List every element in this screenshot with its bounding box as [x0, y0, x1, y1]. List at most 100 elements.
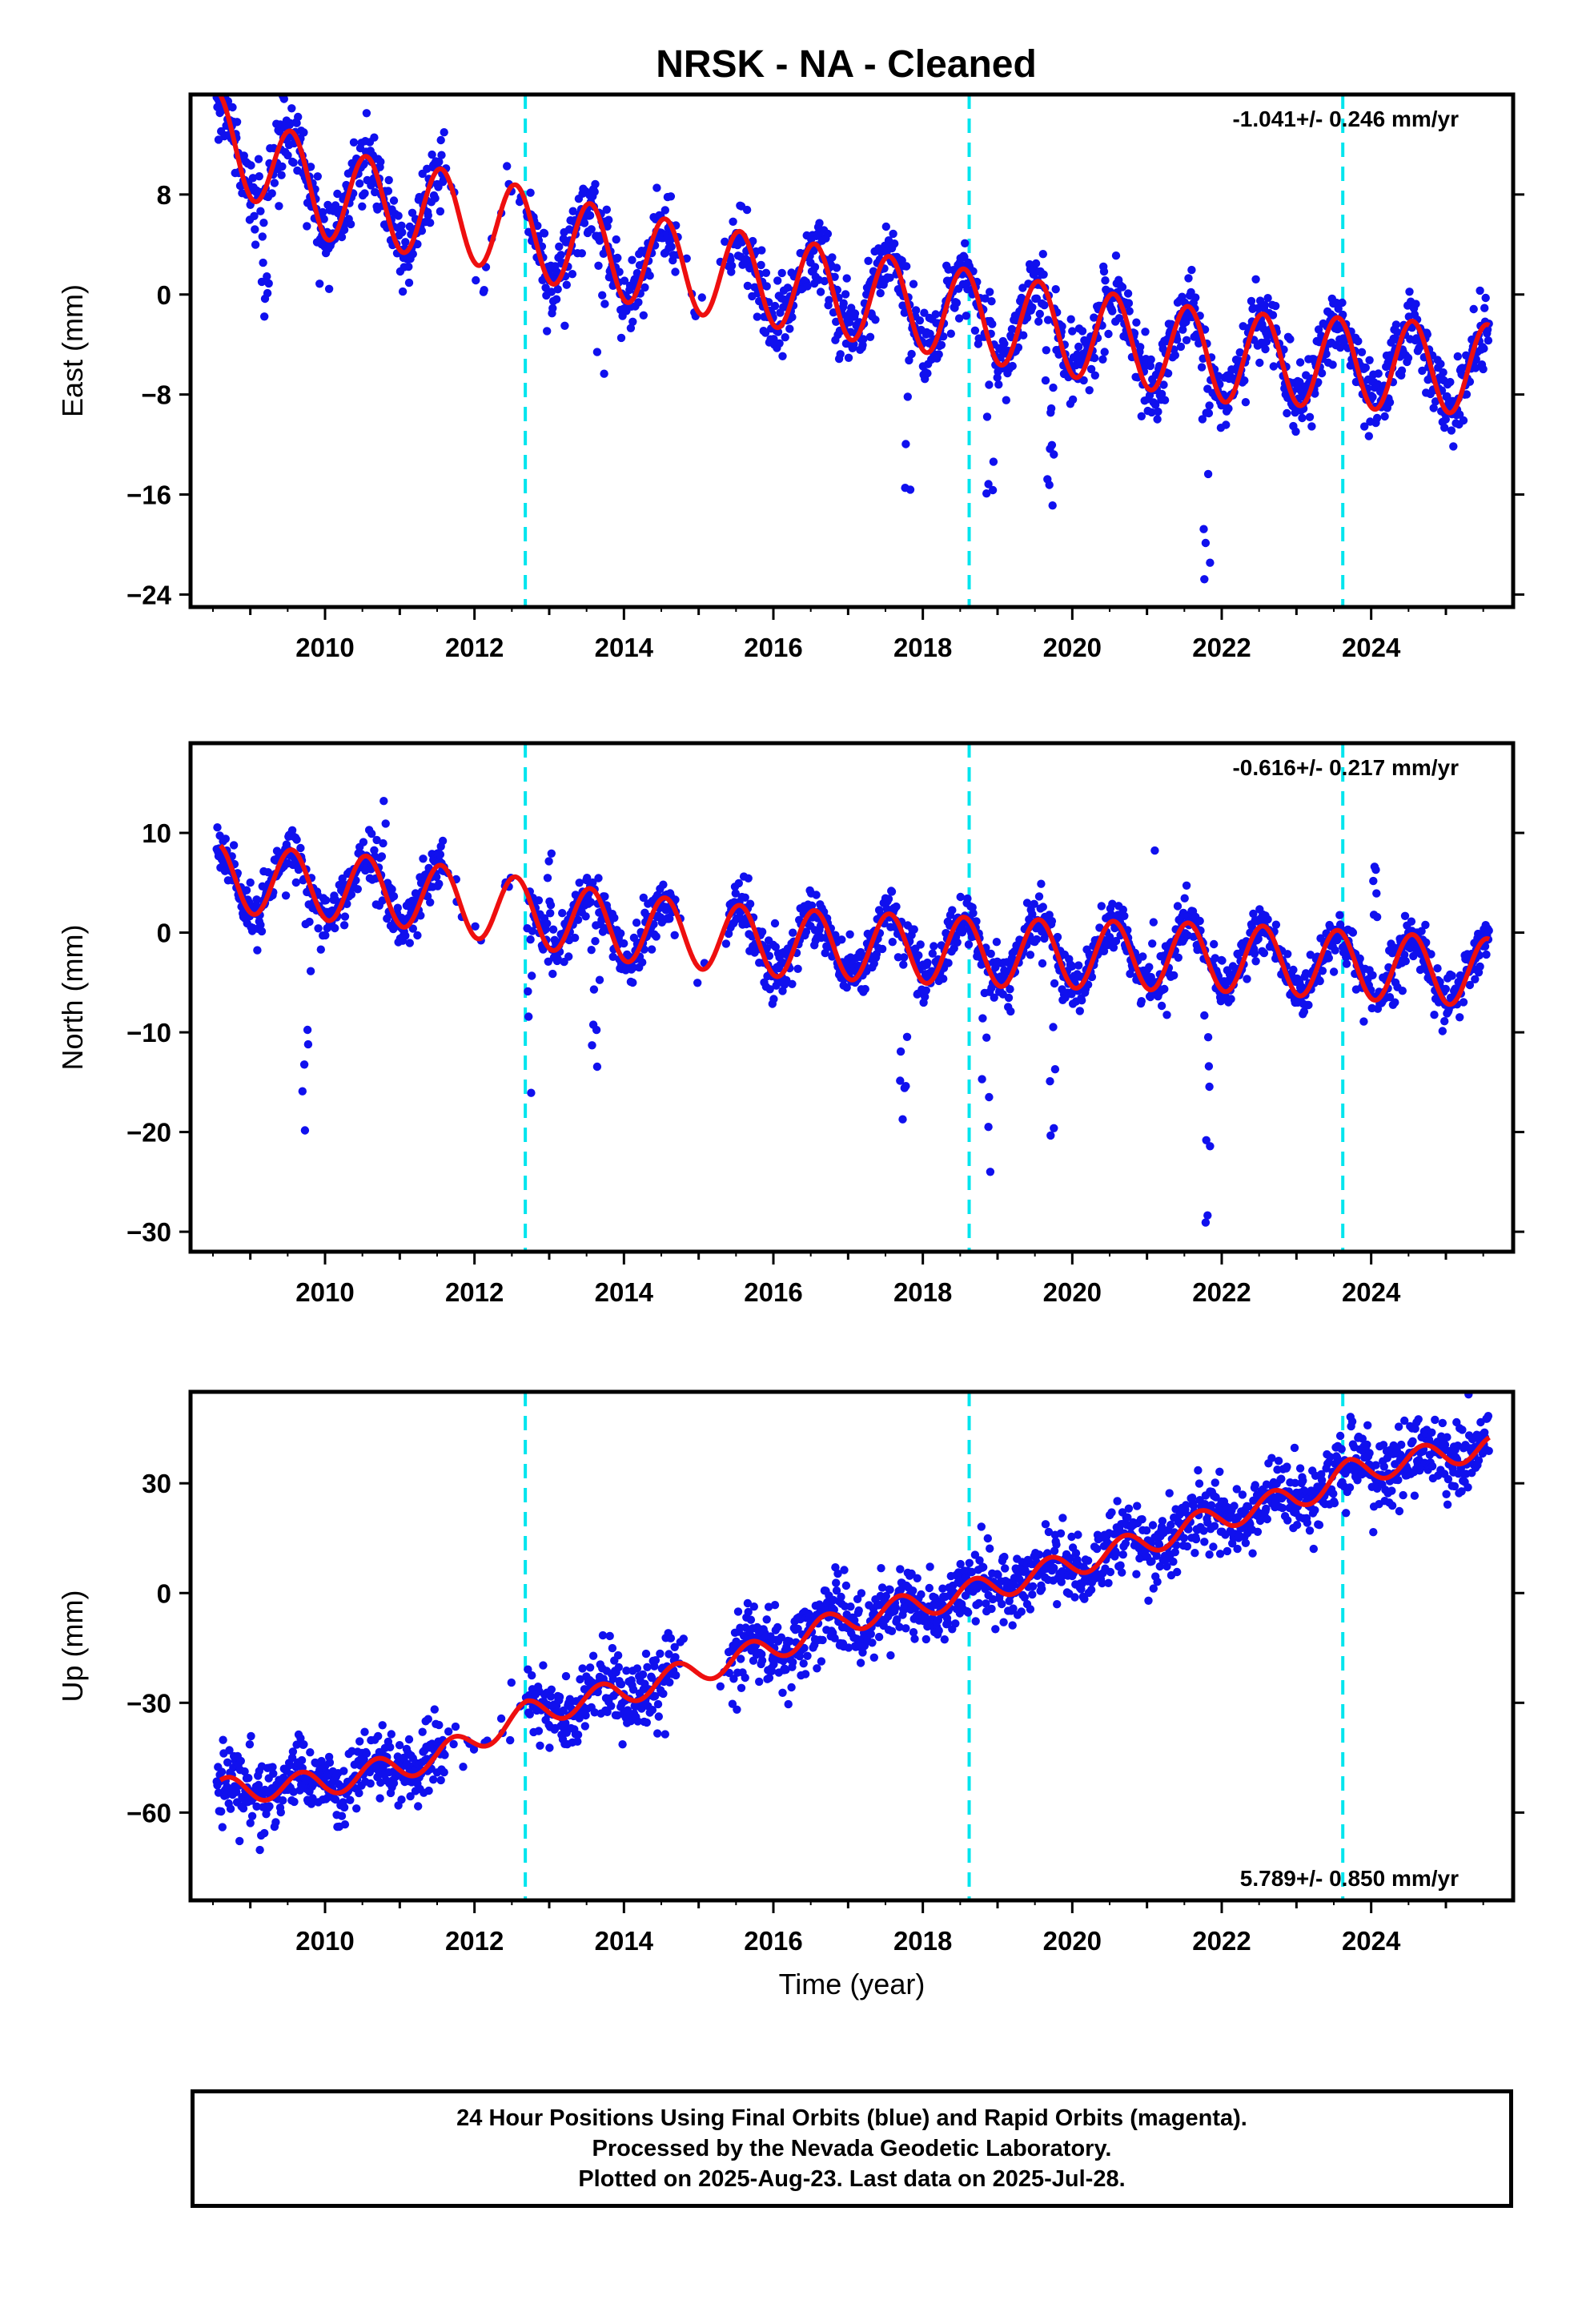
- data-point: [861, 984, 869, 994]
- data-point: [618, 1740, 627, 1749]
- data-point: [725, 1668, 734, 1678]
- data-point: [267, 189, 276, 198]
- data-point: [641, 1649, 651, 1659]
- data-point: [1372, 413, 1382, 423]
- data-point: [546, 1692, 556, 1701]
- data-point: [874, 1632, 884, 1642]
- data-point: [1201, 1218, 1211, 1227]
- data-point: [775, 339, 784, 348]
- data-point: [823, 229, 833, 239]
- data-point: [1324, 954, 1334, 963]
- data-point: [1372, 912, 1382, 922]
- data-point: [844, 1643, 853, 1652]
- data-point: [1086, 364, 1096, 374]
- data-point: [1317, 368, 1327, 378]
- data-point: [928, 949, 938, 958]
- data-point: [1026, 1605, 1035, 1614]
- data-point: [727, 267, 736, 276]
- data-point: [793, 1624, 802, 1634]
- data-point: [1057, 1578, 1066, 1586]
- data-point: [1050, 979, 1059, 988]
- data-point: [1214, 372, 1223, 380]
- data-point: [526, 188, 535, 197]
- data-point: [339, 225, 349, 235]
- data-point: [1249, 909, 1258, 919]
- data-point: [628, 978, 637, 987]
- data-point: [765, 1674, 774, 1683]
- data-point: [1206, 558, 1215, 567]
- data-point: [815, 219, 824, 227]
- data-point: [1145, 391, 1154, 400]
- data-point: [303, 1025, 312, 1035]
- data-point: [560, 321, 569, 330]
- data-point: [800, 1643, 809, 1653]
- data-point: [397, 1795, 406, 1804]
- data-point: [647, 1674, 656, 1683]
- data-point: [1028, 303, 1037, 312]
- data-point: [1364, 432, 1374, 440]
- data-point: [358, 202, 367, 211]
- data-point: [1050, 1563, 1058, 1573]
- data-point: [1038, 250, 1048, 259]
- data-point: [254, 1780, 263, 1790]
- data-point: [1354, 336, 1363, 346]
- data-point: [1472, 355, 1481, 364]
- data-point: [507, 1678, 516, 1687]
- data-point: [965, 1558, 974, 1568]
- data-point: [846, 1602, 855, 1611]
- data-point: [244, 1774, 253, 1783]
- data-point: [716, 1682, 725, 1691]
- data-point: [225, 1746, 234, 1755]
- data-point: [608, 952, 617, 962]
- x-tick-label: 2020: [1043, 1277, 1102, 1307]
- data-point: [1269, 362, 1279, 371]
- data-point: [246, 878, 255, 887]
- data-point: [661, 1730, 669, 1739]
- x-tick-label: 2012: [445, 633, 504, 662]
- data-point: [656, 1649, 665, 1659]
- data-point: [217, 1767, 227, 1776]
- data-point: [616, 333, 626, 343]
- data-point: [650, 1691, 660, 1701]
- data-point: [1476, 286, 1484, 296]
- x-tick-label: 2022: [1192, 633, 1251, 662]
- data-point: [430, 1705, 439, 1714]
- data-point: [1400, 951, 1409, 959]
- data-point: [1305, 412, 1315, 421]
- data-point: [578, 1664, 587, 1673]
- data-point: [1449, 442, 1458, 451]
- data-point: [991, 1625, 1000, 1634]
- data-point: [1447, 426, 1456, 435]
- data-point: [586, 898, 596, 907]
- data-point: [1254, 935, 1263, 943]
- data-point: [994, 1570, 1002, 1579]
- data-point: [911, 306, 921, 315]
- data-point: [902, 1032, 912, 1042]
- data-point: [1471, 364, 1480, 372]
- data-point: [733, 1705, 741, 1714]
- data-point: [1182, 881, 1191, 891]
- y-tick-label: −30: [126, 1217, 171, 1247]
- data-point: [555, 242, 564, 251]
- data-point: [742, 205, 752, 215]
- data-point: [821, 948, 829, 958]
- data-point: [444, 1727, 453, 1736]
- data-point: [275, 202, 283, 211]
- data-point: [654, 1712, 663, 1721]
- data-point: [803, 282, 812, 291]
- data-point: [340, 912, 350, 921]
- data-point: [276, 1807, 285, 1817]
- data-point: [937, 340, 946, 349]
- data-point: [626, 324, 636, 332]
- data-point: [645, 271, 654, 280]
- data-point: [221, 834, 230, 843]
- data-point: [1141, 328, 1150, 336]
- data-point: [909, 279, 918, 288]
- data-point: [777, 268, 786, 278]
- data-point: [1407, 324, 1416, 332]
- data-point: [250, 211, 259, 220]
- data-point: [1006, 1007, 1015, 1016]
- data-point: [1049, 1023, 1058, 1031]
- data-point: [988, 485, 998, 495]
- data-point: [548, 925, 558, 934]
